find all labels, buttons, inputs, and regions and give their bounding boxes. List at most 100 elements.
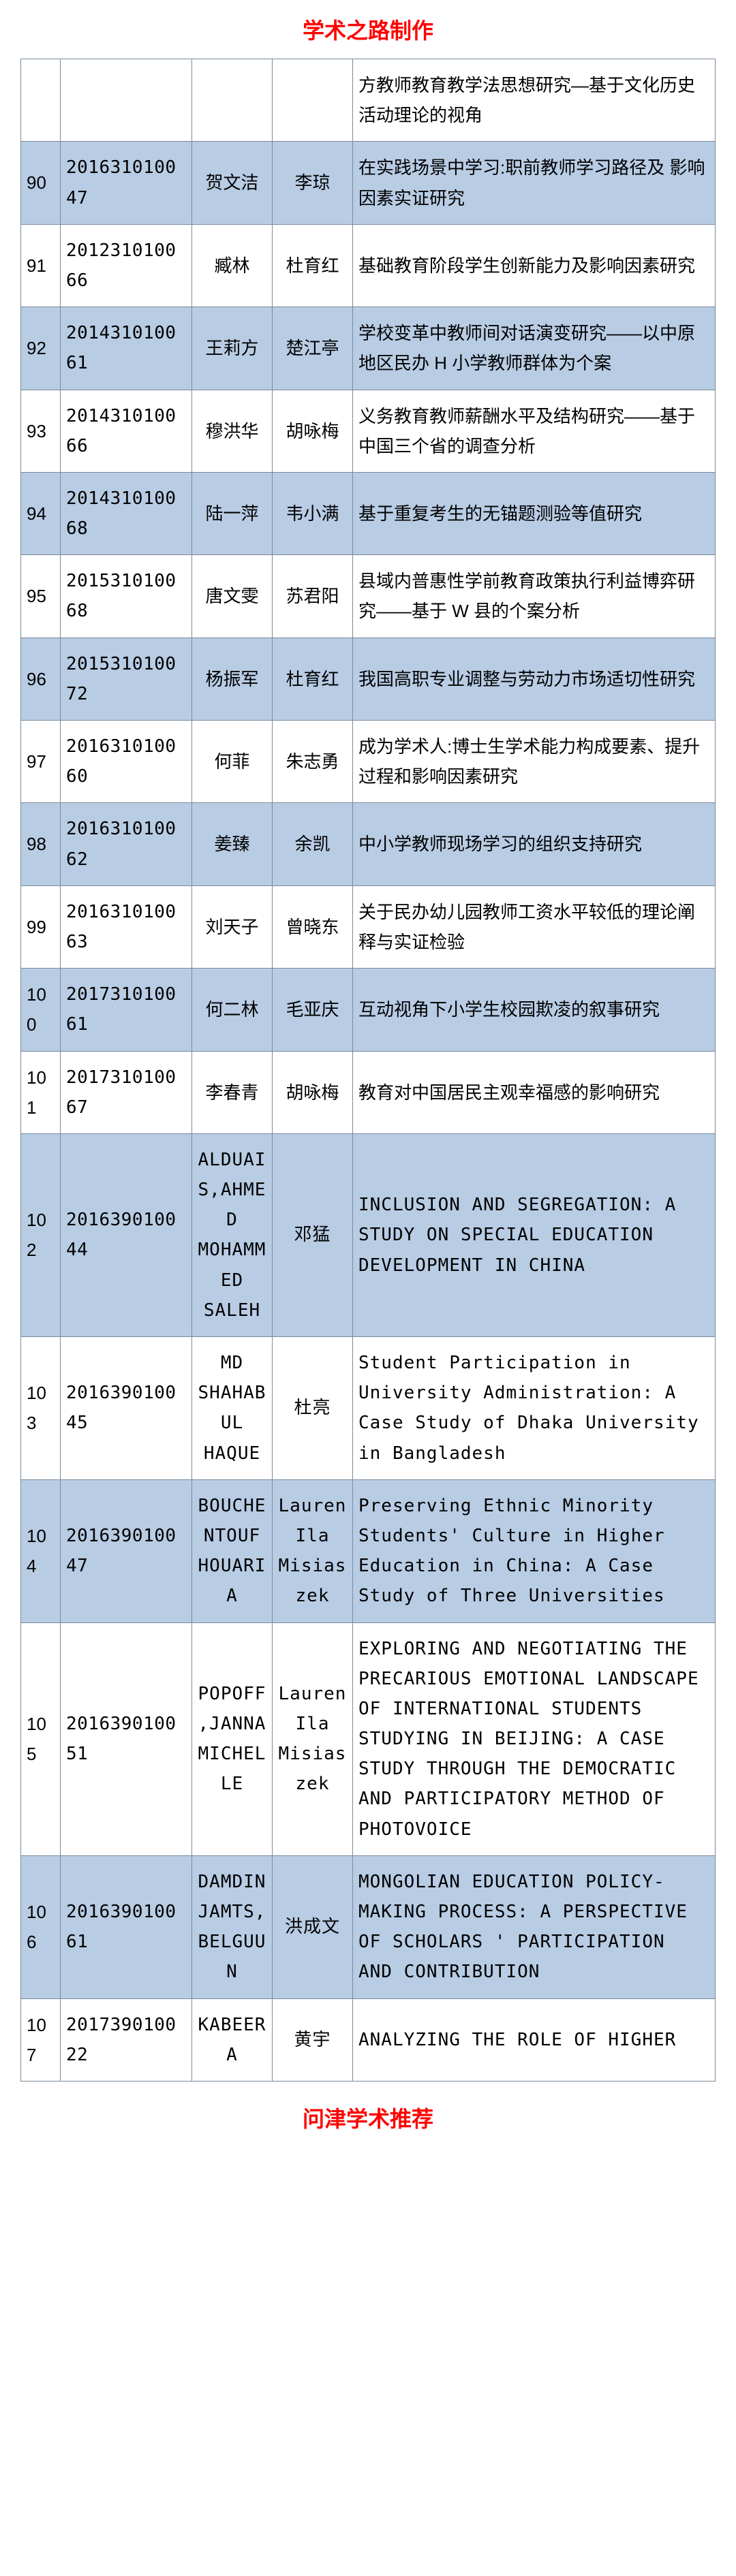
table-row: 102201639010044ALDUAIS,AHME D MOHAMMED S… bbox=[21, 1133, 716, 1336]
table-cell: KABEERA bbox=[192, 1998, 273, 2081]
table-cell: 方教师教育教学法思想研究—基于文化历史活动理论的视角 bbox=[353, 59, 716, 142]
table-cell: 201739010022 bbox=[61, 1998, 192, 2081]
table-cell: 邓猛 bbox=[273, 1133, 353, 1336]
table-cell: 201639010061 bbox=[61, 1855, 192, 1998]
table-cell: 刘天子 bbox=[192, 885, 273, 968]
table-cell: MONGOLIAN EDUCATION POLICY-MAKING PROCES… bbox=[353, 1855, 716, 1998]
table-cell: 王莉方 bbox=[192, 307, 273, 390]
table-cell bbox=[61, 59, 192, 142]
table-cell: 杨振军 bbox=[192, 638, 273, 720]
table-cell: 201639010051 bbox=[61, 1622, 192, 1855]
table-cell: 102 bbox=[21, 1133, 61, 1336]
header-title: 学术之路制作 bbox=[20, 14, 716, 45]
table-cell: 县域内普惠性学前教育政策执行利益博弈研究——基于 W 县的个案分析 bbox=[353, 555, 716, 638]
table-cell: POPOFF,JANNA MICHELLE bbox=[192, 1622, 273, 1855]
table-cell: 201731010067 bbox=[61, 1051, 192, 1133]
table-cell: 在实践场景中学习:职前教师学习路径及 影响因素实证研究 bbox=[353, 142, 716, 224]
table-cell: 106 bbox=[21, 1855, 61, 1998]
table-cell: 陆一萍 bbox=[192, 472, 273, 554]
table-cell: MD SHAHABUL HAQUE bbox=[192, 1337, 273, 1480]
table-cell: 97 bbox=[21, 721, 61, 803]
table-cell: 90 bbox=[21, 142, 61, 224]
table-cell: INCLUSION AND SEGREGATION: A STUDY ON SP… bbox=[353, 1133, 716, 1336]
table-cell: 201639010045 bbox=[61, 1337, 192, 1480]
table-row: 100201731010061何二林毛亚庆互动视角下小学生校园欺凌的叙事研究 bbox=[21, 969, 716, 1051]
table-row: 93201431010066穆洪华胡咏梅义务教育教师薪酬水平及结构研究——基于中… bbox=[21, 390, 716, 472]
table-row: 96201531010072杨振军杜育红我国高职专业调整与劳动力市场适切性研究 bbox=[21, 638, 716, 720]
table-cell: 教育对中国居民主观幸福感的影响研究 bbox=[353, 1051, 716, 1133]
table-cell: 学校变革中教师间对话演变研究——以中原地区民办 H 小学教师群体为个案 bbox=[353, 307, 716, 390]
table-cell: 姜臻 bbox=[192, 803, 273, 885]
table-cell: 杜亮 bbox=[273, 1337, 353, 1480]
table-row: 94201431010068陆一萍韦小满基于重复考生的无锚题测验等值研究 bbox=[21, 472, 716, 554]
table-cell: 何菲 bbox=[192, 721, 273, 803]
table-cell: BOUCHENTOUF HOUARIA bbox=[192, 1479, 273, 1622]
table-cell: Student Participation in University Admi… bbox=[353, 1337, 716, 1480]
table-cell: 黄宇 bbox=[273, 1998, 353, 2081]
table-row: 105201639010051POPOFF,JANNA MICHELLELaur… bbox=[21, 1622, 716, 1855]
table-cell: 99 bbox=[21, 885, 61, 968]
table-cell: 91 bbox=[21, 224, 61, 307]
table-cell: 我国高职专业调整与劳动力市场适切性研究 bbox=[353, 638, 716, 720]
table-cell: 103 bbox=[21, 1337, 61, 1480]
table-cell: 201531010072 bbox=[61, 638, 192, 720]
table-cell bbox=[273, 59, 353, 142]
table-cell: 98 bbox=[21, 803, 61, 885]
table-cell: 臧林 bbox=[192, 224, 273, 307]
table-cell bbox=[192, 59, 273, 142]
table-cell: 贺文洁 bbox=[192, 142, 273, 224]
table-row: 90201631010047贺文洁李琼在实践场景中学习:职前教师学习路径及 影响… bbox=[21, 142, 716, 224]
table-cell: 互动视角下小学生校园欺凌的叙事研究 bbox=[353, 969, 716, 1051]
table-cell: 201531010068 bbox=[61, 555, 192, 638]
table-cell: 201731010061 bbox=[61, 969, 192, 1051]
table-cell: 107 bbox=[21, 1998, 61, 2081]
table-cell bbox=[21, 59, 61, 142]
table-cell: Lauren Ila Misiaszek bbox=[273, 1622, 353, 1855]
table-cell: 朱志勇 bbox=[273, 721, 353, 803]
table-cell: 杜育红 bbox=[273, 224, 353, 307]
table-cell: 苏君阳 bbox=[273, 555, 353, 638]
table-row: 方教师教育教学法思想研究—基于文化历史活动理论的视角 bbox=[21, 59, 716, 142]
table-cell: Lauren Ila Misiaszek bbox=[273, 1479, 353, 1622]
table-cell: 曾晓东 bbox=[273, 885, 353, 968]
table-cell: 201639010047 bbox=[61, 1479, 192, 1622]
table-cell: 洪成文 bbox=[273, 1855, 353, 1998]
table-cell: 201631010060 bbox=[61, 721, 192, 803]
table-row: 91201231010066臧林杜育红基础教育阶段学生创新能力及影响因素研究 bbox=[21, 224, 716, 307]
table-cell: 何二林 bbox=[192, 969, 273, 1051]
table-cell: 穆洪华 bbox=[192, 390, 273, 472]
table-cell: 唐文雯 bbox=[192, 555, 273, 638]
table-cell: 100 bbox=[21, 969, 61, 1051]
table-cell: 李春青 bbox=[192, 1051, 273, 1133]
table-cell: 104 bbox=[21, 1479, 61, 1622]
table-cell: 201231010066 bbox=[61, 224, 192, 307]
table-cell: 成为学术人:博士生学术能力构成要素、提升过程和影响因素研究 bbox=[353, 721, 716, 803]
table-cell: 关于民办幼儿园教师工资水平较低的理论阐释与实证检验 bbox=[353, 885, 716, 968]
table-cell: 毛亚庆 bbox=[273, 969, 353, 1051]
table-row: 104201639010047BOUCHENTOUF HOUARIALauren… bbox=[21, 1479, 716, 1622]
table-cell: 胡咏梅 bbox=[273, 1051, 353, 1133]
table-cell: DAMDINJAMTS, BELGUUN bbox=[192, 1855, 273, 1998]
table-cell: EXPLORING AND NEGOTIATING THE PRECARIOUS… bbox=[353, 1622, 716, 1855]
table-cell: 韦小满 bbox=[273, 472, 353, 554]
table-cell: 201431010061 bbox=[61, 307, 192, 390]
table-cell: ALDUAIS,AHME D MOHAMMED SALEH bbox=[192, 1133, 273, 1336]
table-cell: 201639010044 bbox=[61, 1133, 192, 1336]
table-cell: 96 bbox=[21, 638, 61, 720]
table-cell: 92 bbox=[21, 307, 61, 390]
table-cell: 楚江亭 bbox=[273, 307, 353, 390]
table-row: 97201631010060何菲朱志勇成为学术人:博士生学术能力构成要素、提升过… bbox=[21, 721, 716, 803]
table-cell: 基于重复考生的无锚题测验等值研究 bbox=[353, 472, 716, 554]
table-row: 107201739010022KABEERA黄宇ANALYZING THE RO… bbox=[21, 1998, 716, 2081]
table-cell: 中小学教师现场学习的组织支持研究 bbox=[353, 803, 716, 885]
table-cell: 杜育红 bbox=[273, 638, 353, 720]
table-cell: ANALYZING THE ROLE OF HIGHER bbox=[353, 1998, 716, 2081]
table-row: 101201731010067李春青胡咏梅教育对中国居民主观幸福感的影响研究 bbox=[21, 1051, 716, 1133]
data-table: 方教师教育教学法思想研究—基于文化历史活动理论的视角90201631010047… bbox=[20, 59, 716, 2082]
table-cell: Preserving Ethnic Minority Students' Cul… bbox=[353, 1479, 716, 1622]
table-row: 98201631010062姜臻余凯中小学教师现场学习的组织支持研究 bbox=[21, 803, 716, 885]
table-cell: 义务教育教师薪酬水平及结构研究——基于中国三个省的调查分析 bbox=[353, 390, 716, 472]
table-cell: 93 bbox=[21, 390, 61, 472]
table-cell: 201431010066 bbox=[61, 390, 192, 472]
table-cell: 201631010062 bbox=[61, 803, 192, 885]
